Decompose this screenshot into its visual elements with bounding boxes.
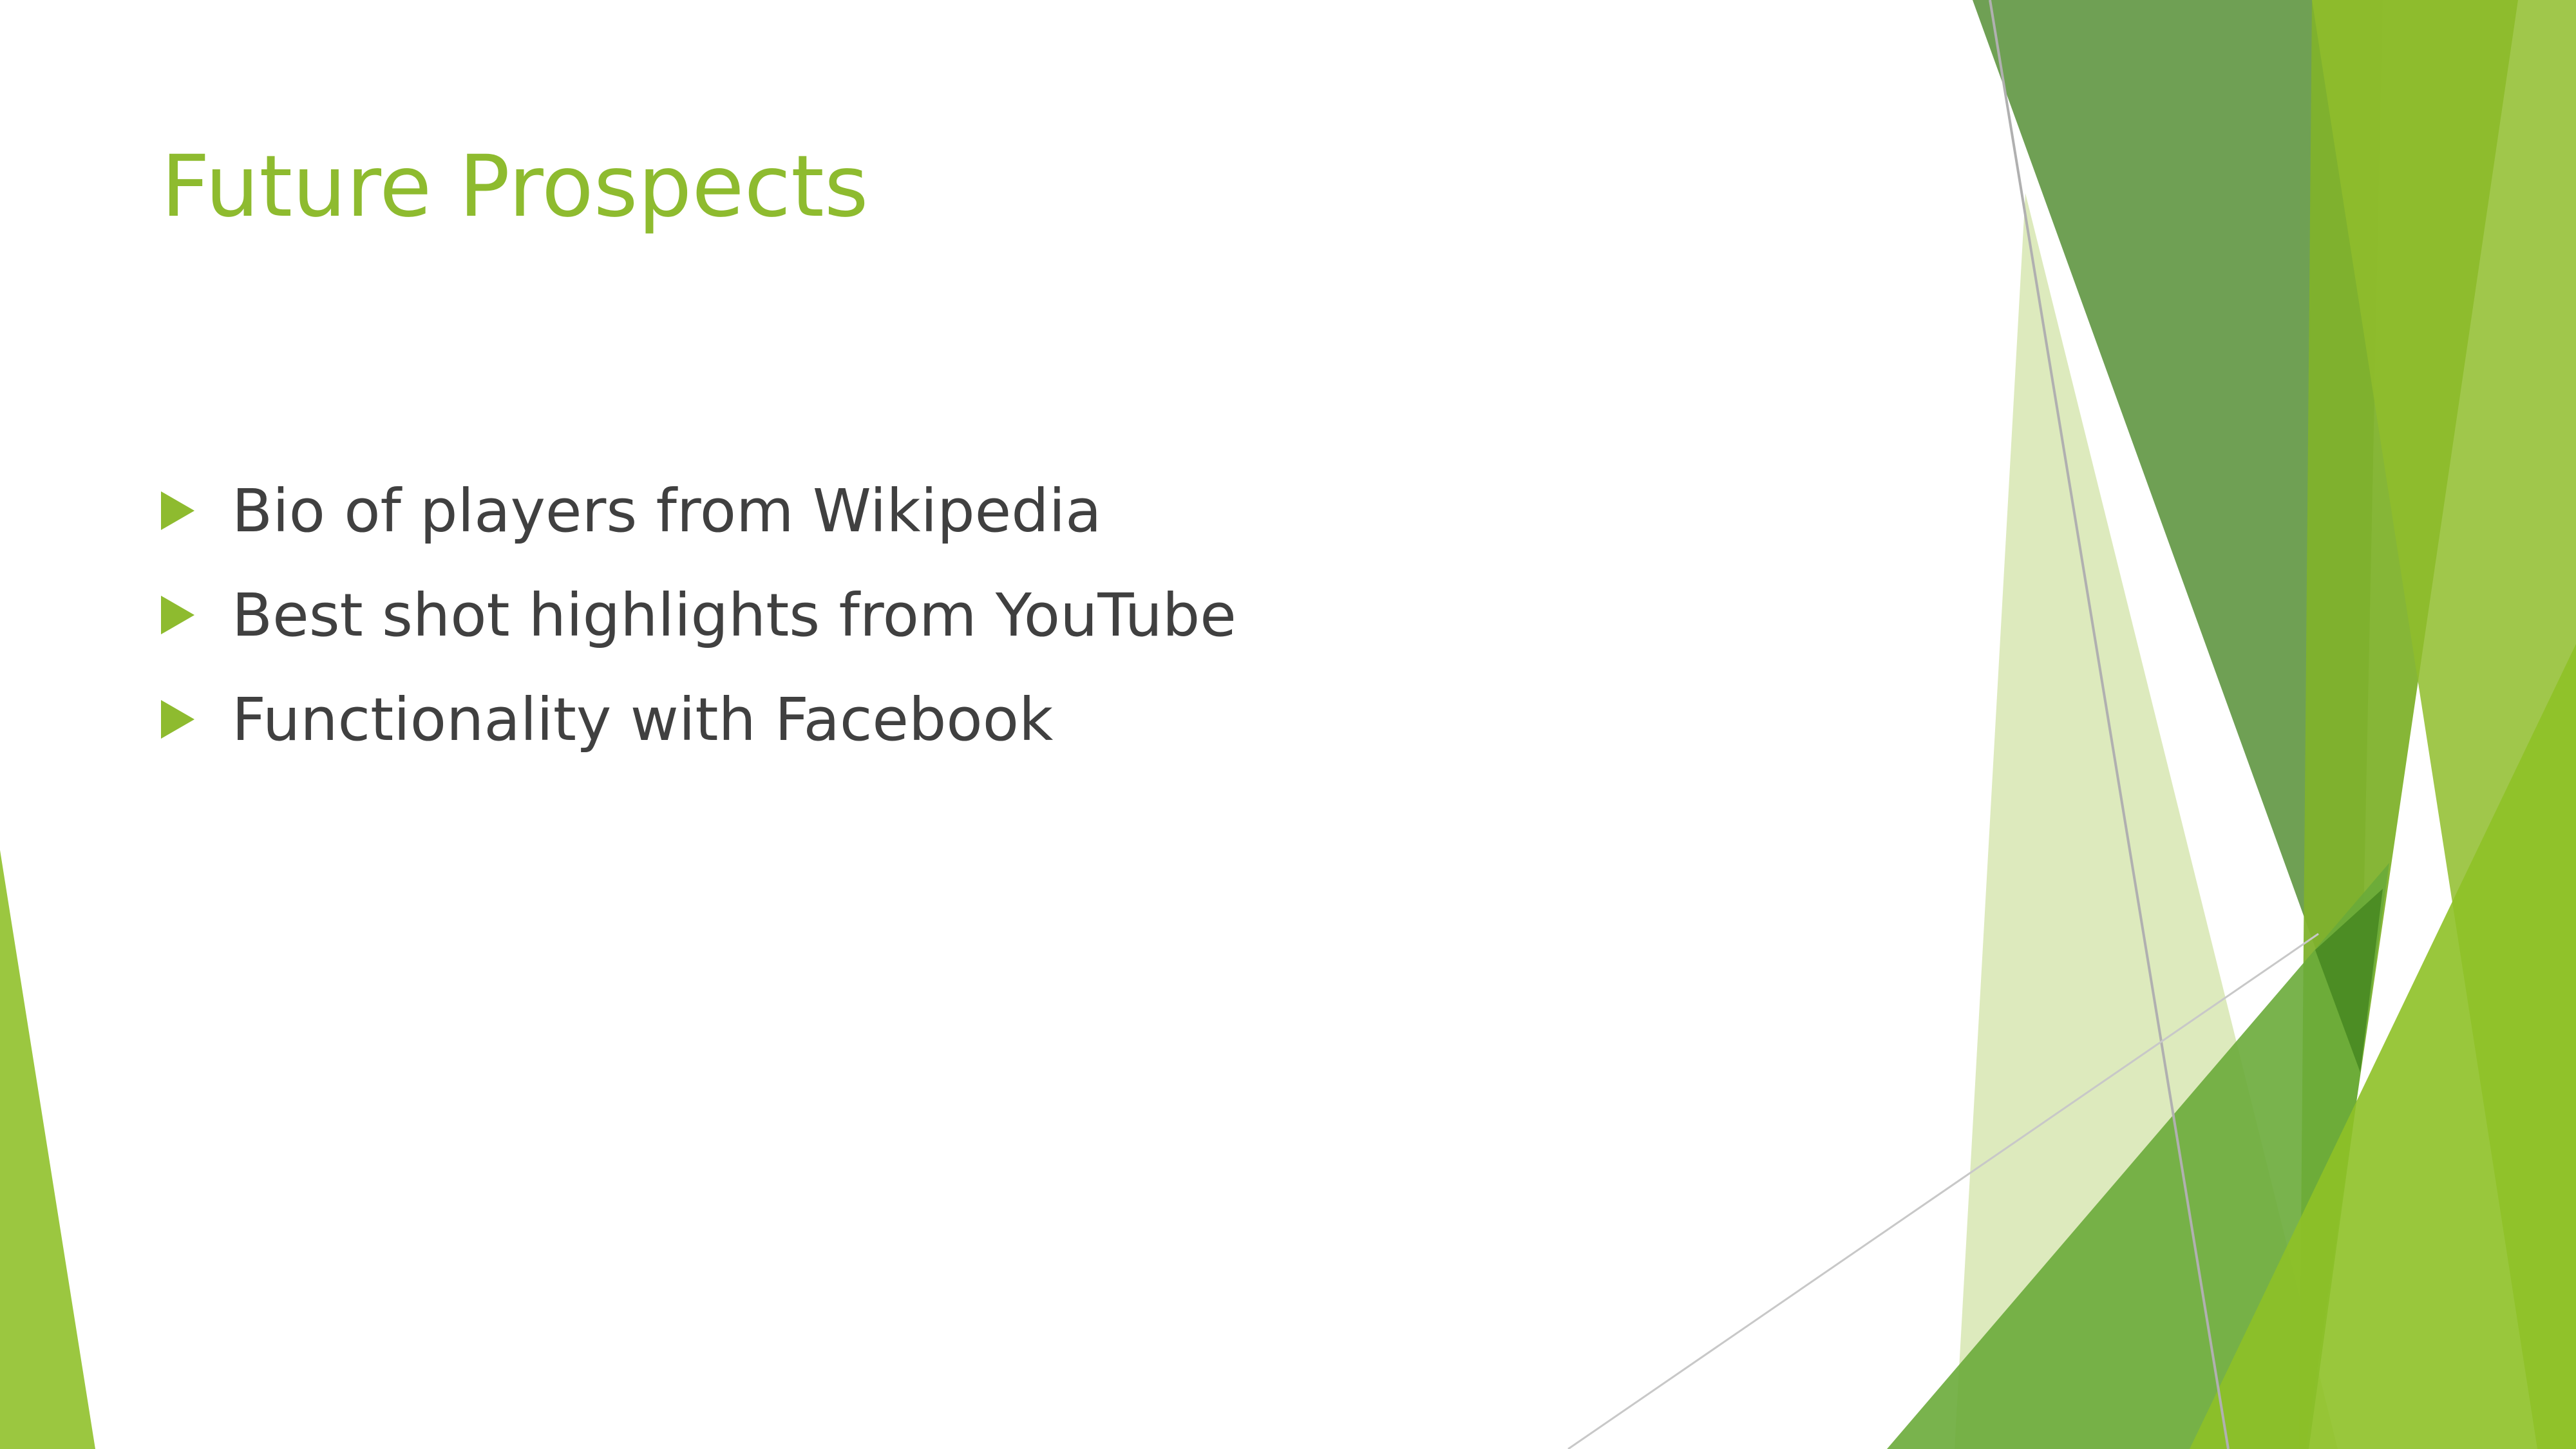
slide-title: Future Prospects bbox=[161, 137, 869, 236]
triangle-right-icon bbox=[161, 491, 194, 530]
bullet-item: Functionality with Facebook bbox=[161, 667, 1236, 772]
triangle-right-icon bbox=[161, 596, 194, 634]
triangle-right-icon bbox=[161, 700, 194, 739]
bullet-item: Best shot highlights from YouTube bbox=[161, 563, 1236, 667]
thin-line-2 bbox=[1567, 933, 2319, 1449]
bullet-text: Bio of players from Wikipedia bbox=[232, 476, 1102, 545]
left-green-sliver bbox=[0, 850, 95, 1449]
dark-green-accent bbox=[2315, 889, 2383, 1072]
bullet-text: Best shot highlights from YouTube bbox=[232, 580, 1236, 650]
bullet-item: Bio of players from Wikipedia bbox=[161, 459, 1236, 563]
bullet-text: Functionality with Facebook bbox=[232, 685, 1054, 754]
thin-line-1 bbox=[1989, 0, 2230, 1449]
lower-right-wedge bbox=[2190, 644, 2576, 1449]
bullet-list: Bio of players from Wikipedia Best shot … bbox=[161, 459, 1236, 772]
dark-green-band bbox=[1973, 0, 2383, 1072]
